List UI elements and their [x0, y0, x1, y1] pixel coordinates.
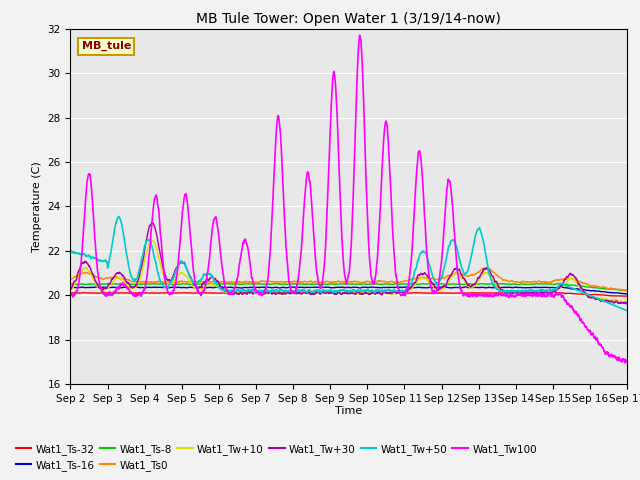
Y-axis label: Temperature (C): Temperature (C) — [32, 161, 42, 252]
Title: MB Tule Tower: Open Water 1 (3/19/14-now): MB Tule Tower: Open Water 1 (3/19/14-now… — [196, 12, 501, 26]
Text: MB_tule: MB_tule — [81, 41, 131, 51]
X-axis label: Time: Time — [335, 407, 362, 417]
Legend: Wat1_Ts-32, Wat1_Ts-16, Wat1_Ts-8, Wat1_Ts0, Wat1_Tw+10, Wat1_Tw+30, Wat1_Tw+50,: Wat1_Ts-32, Wat1_Ts-16, Wat1_Ts-8, Wat1_… — [12, 439, 541, 475]
